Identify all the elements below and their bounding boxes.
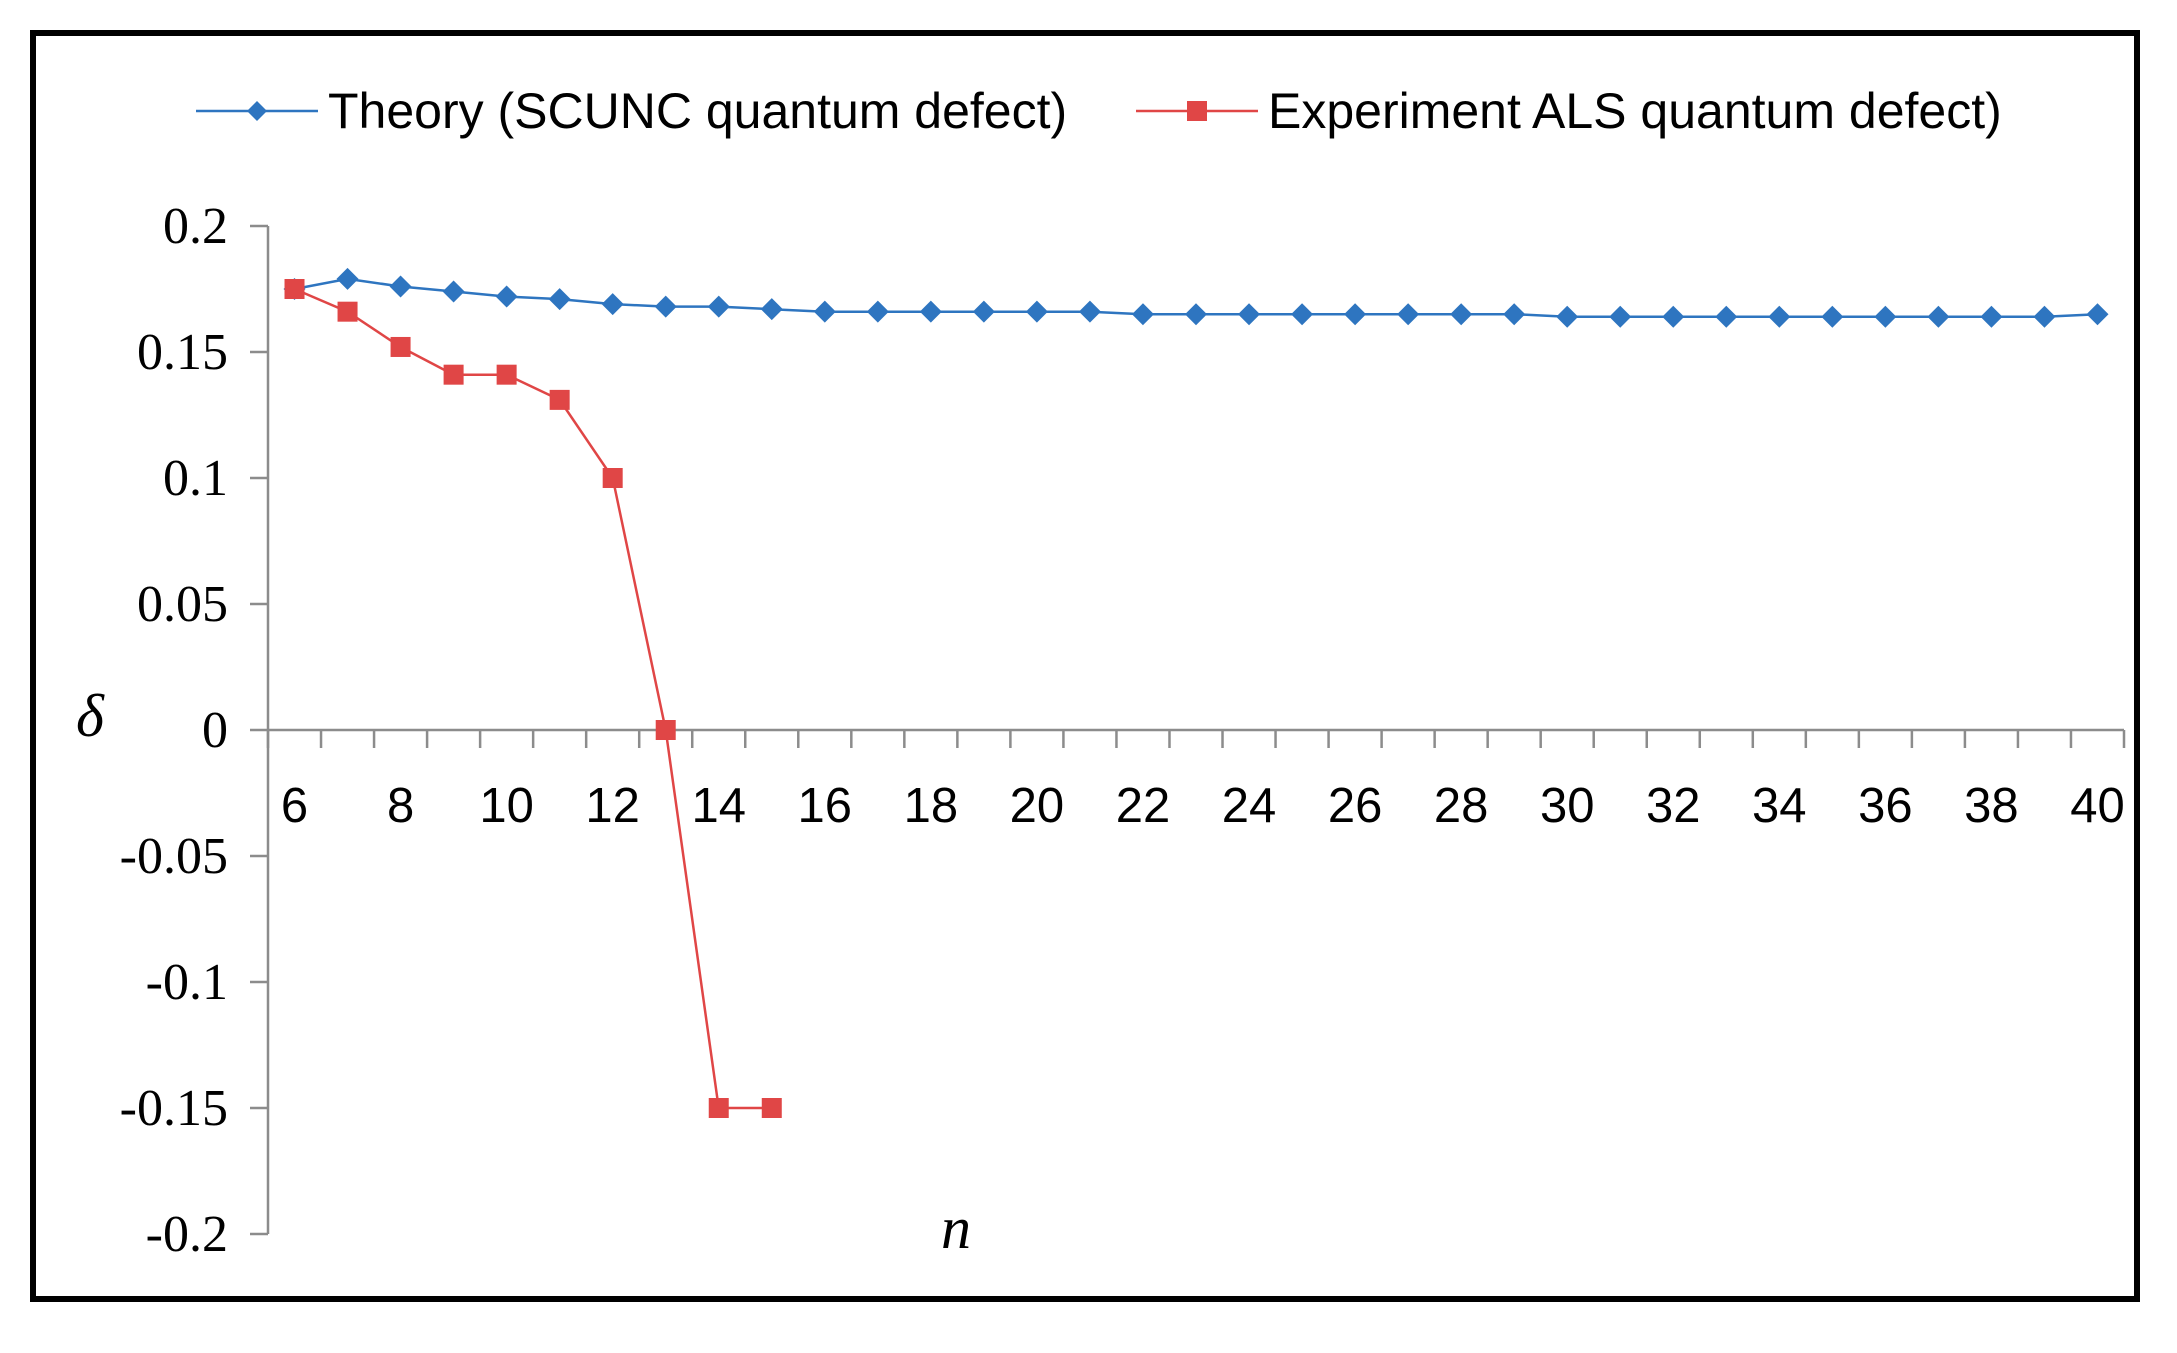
x-tick-label: 28 xyxy=(1434,779,1489,833)
x-tick-label: 34 xyxy=(1752,779,1807,833)
y-tick-label: -0.15 xyxy=(120,1080,228,1137)
x-tick-label: 14 xyxy=(691,779,746,833)
data-point xyxy=(390,336,411,357)
data-point xyxy=(2033,305,2056,328)
data-point xyxy=(1874,305,1897,328)
data-point xyxy=(1131,303,1154,326)
x-tick-label: 16 xyxy=(798,779,853,833)
data-point xyxy=(1450,303,1473,326)
x-tick-label: 8 xyxy=(387,779,414,833)
series-layer xyxy=(283,267,2109,1118)
x-tick-label: 38 xyxy=(1964,779,2019,833)
data-point xyxy=(1715,305,1738,328)
legend-item-1: Theory (SCUNC quantum defect) xyxy=(196,83,1067,139)
data-point xyxy=(1980,305,2003,328)
data-point xyxy=(1078,300,1101,323)
data-point xyxy=(337,301,358,322)
data-point xyxy=(601,293,624,316)
x-tick-label: 22 xyxy=(1116,779,1171,833)
y-tick-label: -0.05 xyxy=(120,828,228,885)
data-point xyxy=(760,298,783,321)
data-point xyxy=(1291,303,1314,326)
x-tick-label: 6 xyxy=(281,779,308,833)
data-point xyxy=(496,364,517,385)
y-tick-label: 0 xyxy=(202,702,228,759)
data-point xyxy=(1662,305,1685,328)
data-point xyxy=(443,364,464,385)
data-point xyxy=(708,1098,729,1118)
x-tick-label: 36 xyxy=(1858,779,1913,833)
data-point xyxy=(284,279,305,299)
data-point xyxy=(655,720,676,740)
data-point xyxy=(2086,303,2109,326)
legend: Theory (SCUNC quantum defect) Experiment … xyxy=(196,83,2002,139)
y-tick-label: 0.1 xyxy=(163,450,228,507)
legend-label: Theory (SCUNC quantum defect) xyxy=(328,83,1067,139)
data-point xyxy=(1025,300,1048,323)
data-point xyxy=(1609,305,1632,328)
data-point xyxy=(707,295,730,318)
x-tick-label: 24 xyxy=(1222,779,1277,833)
x-tick-label: 10 xyxy=(479,779,534,833)
series-line xyxy=(294,287,772,1110)
data-point xyxy=(602,468,623,488)
data-point xyxy=(919,300,942,323)
legend-label: Experiment ALS quantum defect) xyxy=(1268,83,2002,139)
y-axis-title: δ xyxy=(76,683,105,749)
data-point xyxy=(1556,305,1579,328)
data-point xyxy=(1503,303,1526,326)
data-point xyxy=(1344,303,1367,326)
data-point xyxy=(761,1098,782,1118)
y-tick-label: -0.1 xyxy=(146,954,228,1011)
x-axis-title: n xyxy=(941,1195,971,1261)
x-tick-label: 26 xyxy=(1328,779,1383,833)
data-point xyxy=(442,280,465,303)
legend-item-2: Experiment ALS quantum defect) xyxy=(1136,83,2002,139)
x-tick-label: 30 xyxy=(1540,779,1595,833)
data-point xyxy=(1927,305,1950,328)
data-point xyxy=(495,285,518,308)
x-tick-label: 32 xyxy=(1646,779,1701,833)
x-tick-label: 12 xyxy=(585,779,640,833)
data-point xyxy=(389,275,412,298)
y-tick-label: -0.2 xyxy=(146,1206,228,1263)
data-point xyxy=(1768,305,1791,328)
data-point xyxy=(654,295,677,318)
x-tick-label: 18 xyxy=(904,779,959,833)
x-tick-label: 40 xyxy=(2070,779,2125,833)
axes: 0.2 0.15 0.1 0.05 0 -0.05 -0.1 -0.15 -0.2 6 8 10 12 1… xyxy=(120,198,2126,1263)
chart-frame: Theory (SCUNC quantum defect) Experiment … xyxy=(30,30,2140,1302)
y-tick-label: 0.15 xyxy=(137,324,228,381)
legend-marker xyxy=(1187,101,1207,121)
chart-svg: Theory (SCUNC quantum defect) Experiment … xyxy=(76,83,2126,1263)
series-2 xyxy=(284,279,782,1118)
y-tick-label: 0.2 xyxy=(163,198,228,255)
series-1 xyxy=(283,267,2109,328)
data-point xyxy=(1185,303,1207,326)
data-point xyxy=(813,300,836,323)
data-point xyxy=(549,389,570,410)
legend-marker xyxy=(247,101,267,121)
data-point xyxy=(866,300,889,323)
x-tick-label: 20 xyxy=(1010,779,1065,833)
data-point xyxy=(1821,305,1844,328)
y-tick-label: 0.05 xyxy=(137,576,228,633)
data-point xyxy=(336,267,359,290)
data-point xyxy=(972,300,995,323)
data-point xyxy=(1397,303,1420,326)
data-point xyxy=(548,288,571,311)
data-point xyxy=(1238,303,1261,326)
